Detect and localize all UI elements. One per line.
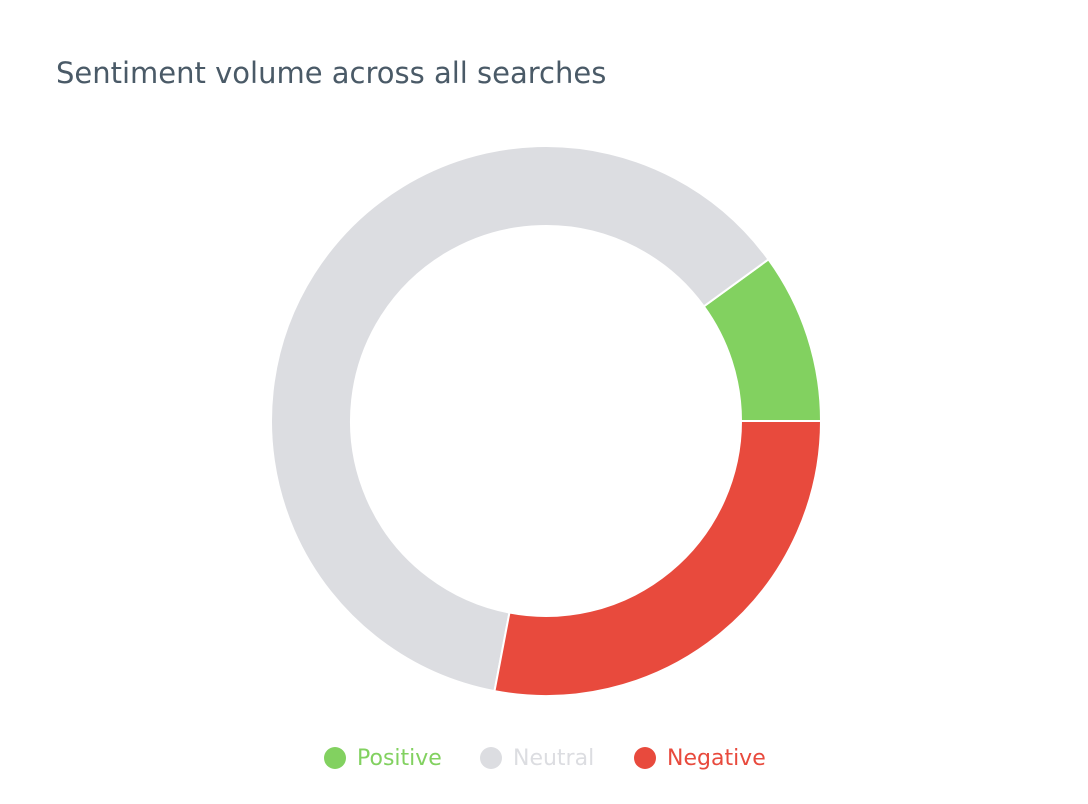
legend-marker [480, 747, 502, 769]
legend-label: Negative [667, 746, 766, 771]
donut-segment [493, 420, 823, 697]
legend-marker [324, 747, 346, 769]
donut-segment [270, 145, 770, 693]
legend-label: Neutral [513, 746, 594, 771]
legend-marker [634, 747, 656, 769]
chart-title: Sentiment volume across all searches [56, 56, 606, 90]
legend-label: Positive [357, 746, 442, 771]
